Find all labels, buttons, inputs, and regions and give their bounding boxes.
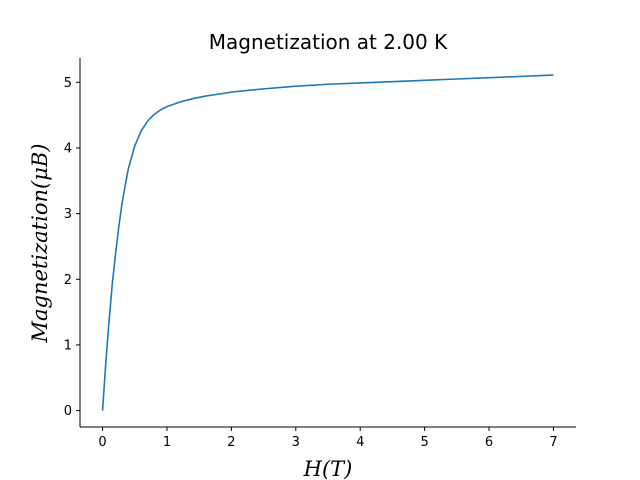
x-tick-label: 7 (549, 435, 557, 450)
x-ticks: 0 1 2 3 4 5 6 7 (98, 427, 558, 450)
y-tick-label: 3 (64, 207, 72, 222)
x-tick-label: 0 (98, 435, 106, 450)
x-tick-label: 6 (485, 435, 493, 450)
axes (79, 58, 576, 428)
x-tick-label: 4 (356, 435, 364, 450)
y-tick-label: 2 (64, 273, 72, 288)
y-tick-label: 5 (64, 76, 72, 91)
x-tick-label: 1 (163, 435, 171, 450)
y-ticks: 0 1 2 3 4 5 (64, 76, 80, 419)
series-layer (101, 74, 554, 411)
y-axis-label: Magnetization(μB) (28, 144, 52, 344)
x-tick-label: 2 (227, 435, 235, 450)
magnetization-series-line (101, 74, 554, 411)
chart-title: Magnetization at 2.00 K (209, 30, 448, 54)
y-tick-label: 4 (64, 141, 72, 156)
x-tick-label: 3 (292, 435, 300, 450)
x-tick-label: 5 (420, 435, 428, 450)
x-axis-label: H(T) (303, 457, 353, 480)
y-tick-label: 1 (64, 338, 72, 353)
y-tick-label: 0 (64, 404, 72, 419)
